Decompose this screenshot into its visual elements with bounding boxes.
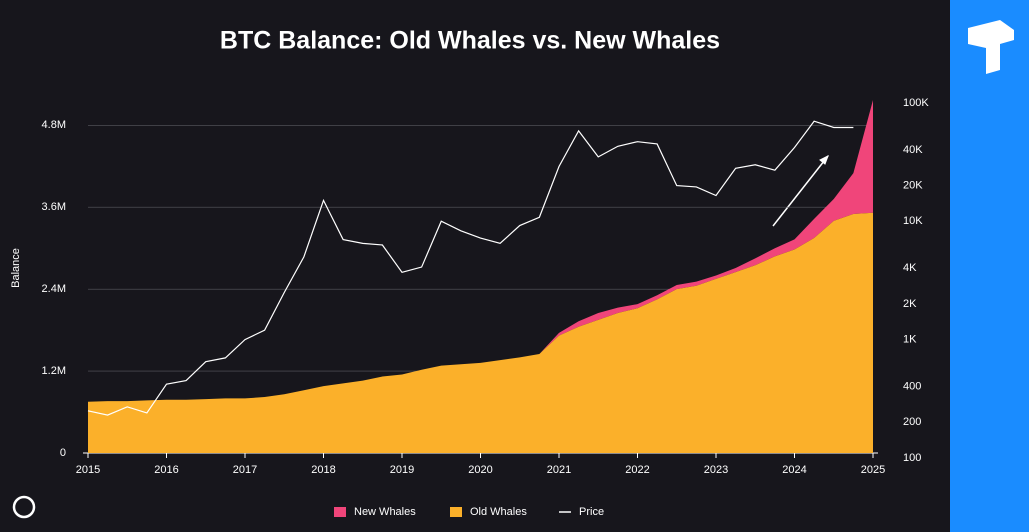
brand-strip: [950, 0, 1029, 532]
y2-tick-label: 400: [903, 381, 921, 393]
x-tick-label: 2024: [782, 464, 806, 476]
x-tick-label: 2020: [468, 464, 492, 476]
y2-tick-label: 1K: [903, 333, 917, 345]
area: [88, 212, 873, 453]
y-tick-label: 4.8M: [42, 119, 66, 131]
trend-arrow: [772, 155, 829, 227]
legend-swatch: [450, 507, 462, 517]
chart-title: BTC Balance: Old Whales vs. New Whales: [220, 27, 720, 55]
y2-tick-label: 10K: [903, 215, 923, 227]
trend-arrow-head: [819, 154, 829, 165]
y-tick-label: 3.6M: [42, 201, 66, 213]
y-axis-label: Balance: [10, 248, 22, 288]
y-tick-label: 0: [60, 447, 66, 459]
x-tick-label: 2019: [390, 464, 414, 476]
x-tick-label: 2021: [547, 464, 571, 476]
x-tick-label: 2017: [233, 464, 257, 476]
price-line: [87, 120, 854, 416]
y-tick-label: 1.2M: [42, 365, 66, 377]
y2-tick-label: 200: [903, 416, 921, 428]
y2-tick-label: 40K: [903, 144, 923, 156]
y2-tick-label: 100K: [903, 97, 929, 109]
legend-label: Price: [579, 506, 604, 518]
y2-tick-label: 100: [903, 452, 921, 464]
x-tick-label: 2022: [625, 464, 649, 476]
x-tick-label: 2025: [861, 464, 885, 476]
x-tick-label: 2016: [154, 464, 178, 476]
legend-label: New Whales: [354, 506, 416, 518]
brand-logo: [968, 20, 1014, 74]
x-tick-label: 2018: [311, 464, 335, 476]
y-tick-label: 2.4M: [42, 283, 66, 295]
legend-swatch: [334, 507, 346, 517]
y2-tick-label: 20K: [903, 180, 923, 192]
legend-label: Old Whales: [470, 506, 527, 518]
corner-icon: [12, 495, 36, 519]
x-tick-label: 2023: [704, 464, 728, 476]
x-tick-label: 2015: [76, 464, 100, 476]
y2-tick-label: 2K: [903, 298, 917, 310]
y2-tick-label: 4K: [903, 262, 917, 274]
